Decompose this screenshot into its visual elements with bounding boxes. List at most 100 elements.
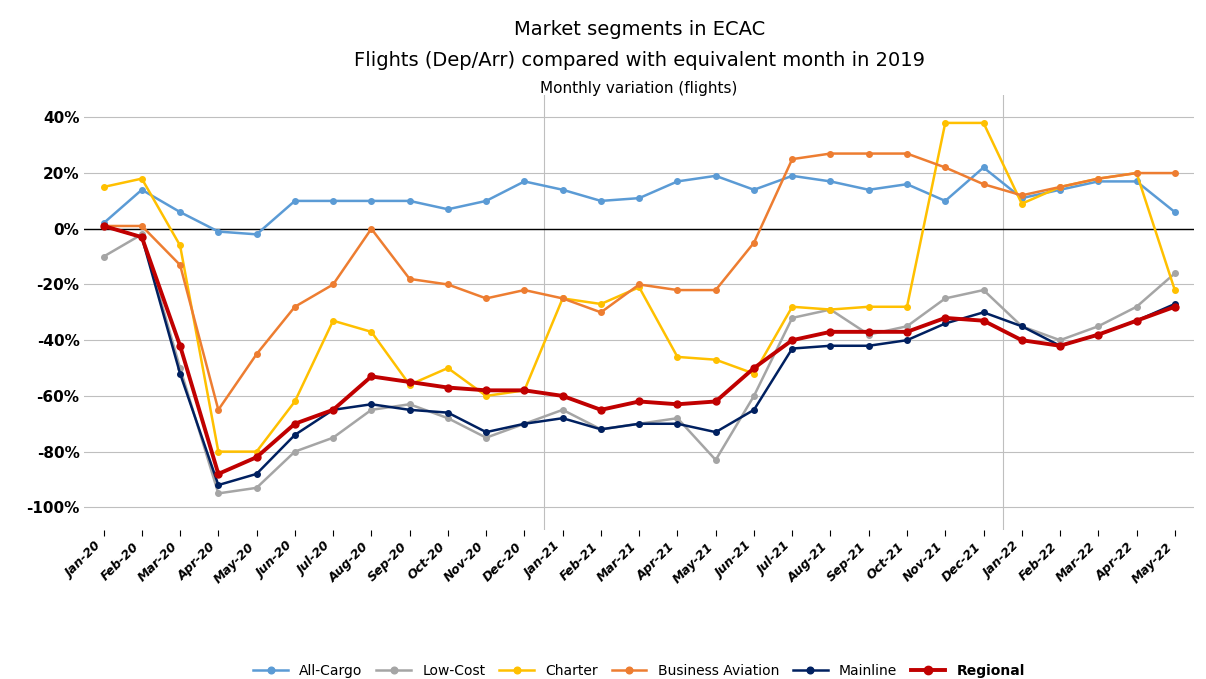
Low-Cost [747,392,761,400]
Low-Cost [96,253,111,261]
Business Aviation [135,222,150,230]
Mainline [1129,316,1143,325]
Legend: All-Cargo, Low-Cost, Charter, Business Aviation, Mainline, Regional: All-Cargo, Low-Cost, Charter, Business A… [248,658,1030,679]
Business Aviation [785,155,800,163]
All-Cargo [287,197,302,205]
Business Aviation [1091,175,1106,183]
Line: Business Aviation: Business Aviation [101,151,1177,413]
Business Aviation [556,294,570,302]
All-Cargo [671,177,685,185]
Low-Cost [708,456,722,464]
Mainline [938,319,953,327]
Low-Cost [1053,336,1067,344]
All-Cargo [785,172,800,180]
Charter [250,447,264,456]
Mainline [632,420,646,428]
Charter [403,381,417,389]
Mainline [96,222,111,230]
All-Cargo [250,230,264,238]
All-Cargo [96,219,111,227]
Low-Cost [287,447,302,456]
Charter [440,364,455,372]
All-Cargo [632,194,646,202]
All-Cargo [364,197,379,205]
Low-Cost [479,434,493,442]
Low-Cost [135,230,150,238]
Regional [96,222,111,230]
Mainline [1091,331,1106,339]
Mainline [135,233,150,241]
Business Aviation [671,286,685,294]
Regional [977,316,991,325]
Regional [938,314,953,322]
Mainline [593,425,608,433]
Mainline [861,342,876,350]
All-Cargo [708,172,722,180]
Line: Charter: Charter [101,120,1177,454]
Mainline [364,400,379,408]
All-Cargo [211,227,226,236]
Mainline [479,428,493,436]
All-Cargo [1053,185,1067,194]
Regional [671,400,685,408]
All-Cargo [479,197,493,205]
Mainline [824,342,838,350]
Regional [440,384,455,392]
Charter [708,356,722,364]
Business Aviation [747,238,761,246]
Business Aviation [938,164,953,172]
All-Cargo [938,197,953,205]
Low-Cost [556,406,570,414]
Mainline [1014,323,1029,331]
Regional [211,470,226,478]
Charter [135,175,150,183]
All-Cargo [326,197,340,205]
All-Cargo [556,185,570,194]
Low-Cost [364,406,379,414]
Business Aviation [250,350,264,359]
Low-Cost [593,425,608,433]
Mainline [671,420,685,428]
Regional [364,372,379,380]
Mainline [250,470,264,478]
Low-Cost [861,331,876,339]
Business Aviation [1167,169,1182,177]
Low-Cost [326,434,340,442]
Regional [785,336,800,344]
Business Aviation [172,261,187,269]
Regional [287,420,302,428]
Business Aviation [1053,183,1067,191]
Charter [785,303,800,311]
Business Aviation [211,406,226,414]
Business Aviation [287,303,302,311]
Low-Cost [900,323,914,331]
Regional [593,406,608,414]
Regional [824,328,838,336]
All-Cargo [900,180,914,188]
Regional [900,328,914,336]
All-Cargo [1091,177,1106,185]
All-Cargo [977,164,991,172]
Line: Regional: Regional [100,223,1178,477]
Business Aviation [403,275,417,283]
Low-Cost [977,286,991,294]
Regional [517,386,532,394]
Line: All-Cargo: All-Cargo [101,165,1177,237]
Business Aviation [708,286,722,294]
Regional [172,342,187,350]
Business Aviation [440,280,455,289]
Text: Monthly variation (flights): Monthly variation (flights) [540,81,738,96]
Mainline [403,406,417,414]
Regional [326,406,340,414]
Charter [172,242,187,250]
Charter [977,119,991,127]
Charter [364,328,379,336]
All-Cargo [172,208,187,216]
Low-Cost [1014,323,1029,331]
Low-Cost [172,364,187,372]
Regional [861,328,876,336]
Low-Cost [403,400,417,408]
Regional [632,397,646,405]
Charter [900,303,914,311]
Business Aviation [824,149,838,158]
